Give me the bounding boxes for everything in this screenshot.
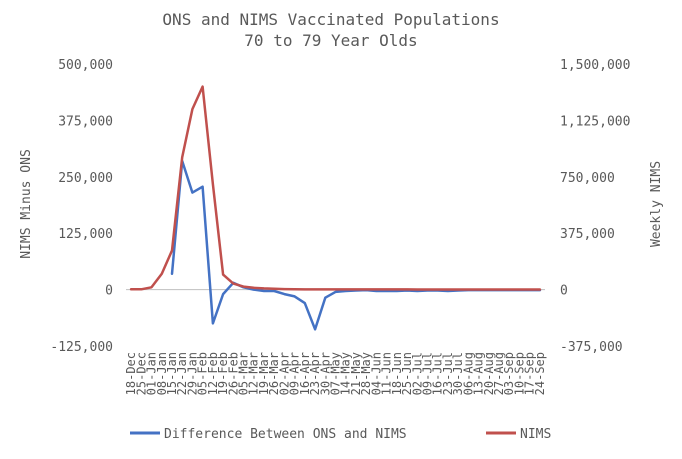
x-tick-label: 17-Sep — [523, 352, 537, 395]
y-right-ticks: -375,000 0 375,000 750,000 1,125,000 1,500,00… — [560, 58, 630, 355]
y-right-tick-label: 750,000 — [560, 171, 615, 186]
legend-label-1: Difference Between ONS and NIMS — [164, 427, 407, 442]
x-tick-label: 11-Jun — [380, 352, 394, 395]
x-tick-label: 05-Mar — [237, 352, 251, 395]
x-tick-label: 20-Aug — [482, 352, 496, 395]
x-tick-label: 28-May — [359, 352, 373, 395]
x-tick-label: 25-Dec — [134, 352, 148, 395]
x-tick-label: 13-Aug — [472, 352, 486, 395]
x-tick-label: 15-Jan — [165, 352, 179, 395]
x-tick-label: 02-Apr — [277, 352, 291, 395]
y-left-tick-label: 250,000 — [58, 171, 113, 186]
x-tick-label: 18-Jun — [390, 352, 404, 395]
x-tick-label: 02-Jul — [410, 352, 424, 395]
x-tick-label: 24-Sep — [533, 352, 547, 395]
x-tick-label: 09-Jul — [421, 352, 435, 395]
y-left-tick-label: 0 — [105, 284, 113, 299]
x-tick-label: 22-Jan — [175, 352, 189, 395]
x-tick-label: 25-Jun — [400, 352, 414, 395]
legend: Difference Between ONS and NIMS NIMS — [130, 427, 551, 442]
x-tick-label: 30-Jul — [451, 352, 465, 395]
y-right-tick-label: 0 — [560, 284, 568, 299]
x-tick-label: 12-Mar — [247, 352, 261, 395]
x-tick-label: 05-Feb — [196, 352, 210, 395]
x-tick-label: 19-Feb — [216, 352, 230, 395]
series-group — [129, 85, 542, 331]
x-tick-label: 26-Feb — [226, 352, 240, 395]
series-line-2 — [129, 85, 542, 291]
chart-subtitle: 70 to 79 Year Olds — [244, 31, 417, 50]
x-tick-label: 19-Mar — [257, 352, 271, 395]
y-right-tick-label: 375,000 — [560, 227, 615, 242]
x-tick-label: 03-Sep — [502, 352, 516, 395]
x-tick-label: 26-Mar — [267, 352, 281, 395]
x-tick-label: 23-Apr — [308, 352, 322, 395]
x-tick-label: 09-Apr — [288, 352, 302, 395]
x-tick-label: 06-Aug — [461, 352, 475, 395]
x-tick-label: 27-Aug — [492, 352, 506, 395]
y-left-tick-label: 125,000 — [58, 227, 113, 242]
y-left-tick-label: 375,000 — [58, 114, 113, 129]
x-tick-label: 30-Apr — [318, 352, 332, 395]
x-tick-label: 12-Feb — [206, 352, 220, 395]
chart-title: ONS and NIMS Vaccinated Populations — [162, 10, 499, 29]
x-tick-label: 01-Jan — [145, 352, 159, 395]
x-tick-label: 23-Jul — [441, 352, 455, 395]
y-right-tick-label: -375,000 — [560, 340, 623, 355]
x-tick-label: 07-May — [329, 352, 343, 395]
x-tick-label: 14-May — [339, 352, 353, 395]
series-line-1 — [170, 159, 542, 331]
y-right-tick-label: 1,125,000 — [560, 114, 630, 129]
y-left-ticks: -125,000 0 125,000 250,000 375,000 500,000 — [50, 58, 113, 355]
y-axis-right-label: Weekly NIMS — [649, 161, 664, 247]
x-tick-label: 16-Jul — [431, 352, 445, 395]
legend-label-2: NIMS — [520, 427, 551, 442]
x-tick-label: 16-Apr — [298, 352, 312, 395]
x-tick-label: 18-Dec — [124, 352, 138, 395]
y-axis-left-label: NIMS Minus ONS — [19, 149, 34, 259]
x-tick-label: 04-Jun — [369, 352, 383, 395]
x-tick-label: 21-May — [349, 352, 363, 395]
x-ticks: 18-Dec25-Dec01-Jan08-Jan15-Jan22-Jan29-J… — [124, 352, 547, 395]
y-left-tick-label: -125,000 — [50, 340, 113, 355]
y-left-tick-label: 500,000 — [58, 58, 113, 73]
y-right-tick-label: 1,500,000 — [560, 58, 630, 73]
x-tick-label: 08-Jan — [155, 352, 169, 395]
x-tick-label: 29-Jan — [185, 352, 199, 395]
x-tick-label: 10-Sep — [513, 352, 527, 395]
